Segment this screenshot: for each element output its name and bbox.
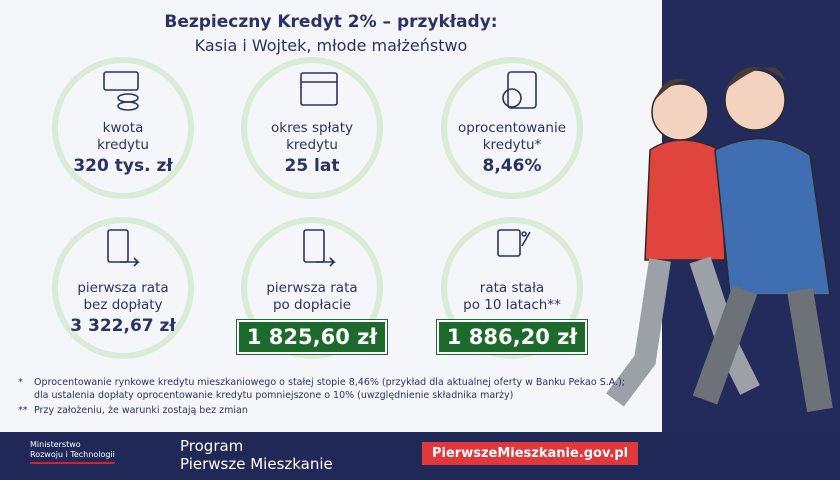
item-label: bez dopłaty: [83, 297, 163, 313]
subtitle: Kasia i Wojtek, młode małżeństwo: [194, 36, 468, 55]
note-text: dla ustalenia dopłaty oprocentowanie kre…: [34, 390, 514, 401]
website-link[interactable]: PierwszeMieszkanie.gov.pl: [422, 442, 639, 465]
info-item: pierwsza rata po dopłacie 1 825,60 zł: [222, 280, 402, 354]
ministry-line: Ministerstwo: [30, 440, 81, 449]
item-label: kredytu*: [482, 137, 542, 153]
item-label: pierwsza rata: [77, 280, 169, 296]
item-label: kredytu: [286, 137, 338, 153]
note-text: Oprocentowanie rynkowe kredytu mieszkani…: [34, 377, 626, 388]
circles: [52, 57, 583, 359]
title: Bezpieczny Kredyt 2% – przykłady:: [164, 12, 498, 32]
info-item: kwota kredytu 320 tys. zł: [33, 120, 213, 176]
item-label: oprocentowanie: [457, 120, 567, 136]
note-marker: *: [18, 377, 23, 388]
ministry-logo: Ministerstwo Rozwoju i Technologii: [30, 440, 115, 464]
item-label: po dopłacie: [272, 297, 352, 313]
item-value-box: 1 825,60 zł: [236, 320, 388, 354]
item-value: 320 tys. zł: [73, 156, 173, 176]
program-line: Pierwsze Mieszkanie: [180, 455, 333, 473]
footer: [0, 432, 840, 480]
runners-illustration: [606, 67, 833, 413]
item-label: pierwsza rata: [266, 280, 358, 296]
note-marker: **: [18, 405, 28, 416]
info-item: pierwsza rata bez dopłaty 3 322,67 zł: [33, 280, 213, 336]
item-label: okres spłaty: [271, 120, 353, 136]
ministry-line: Rozwoju i Technologii: [30, 450, 115, 459]
item-value: 8,46%: [482, 156, 542, 176]
note-text: Przy założeniu, że warunki zostają bez z…: [34, 405, 248, 416]
item-value: 3 322,67 zł: [70, 316, 176, 336]
item-value-box: 1 886,20 zł: [436, 320, 588, 354]
program-line: Program: [180, 437, 244, 455]
info-item: rata stała po 10 latach** 1 886,20 zł: [422, 280, 602, 354]
program: Program Pierwsze Mieszkanie: [180, 437, 333, 473]
item-label: po 10 latach**: [463, 297, 561, 313]
icons: [103, 71, 537, 267]
info-item: okres spłaty kredytu 25 lat: [222, 120, 402, 176]
item-value: 25 lat: [284, 156, 340, 176]
item-label: kwota: [102, 120, 144, 136]
item-label: rata stała: [479, 280, 545, 296]
item-label: kredytu: [97, 137, 149, 153]
info-item: oprocentowanie kredytu* 8,46%: [422, 120, 602, 176]
